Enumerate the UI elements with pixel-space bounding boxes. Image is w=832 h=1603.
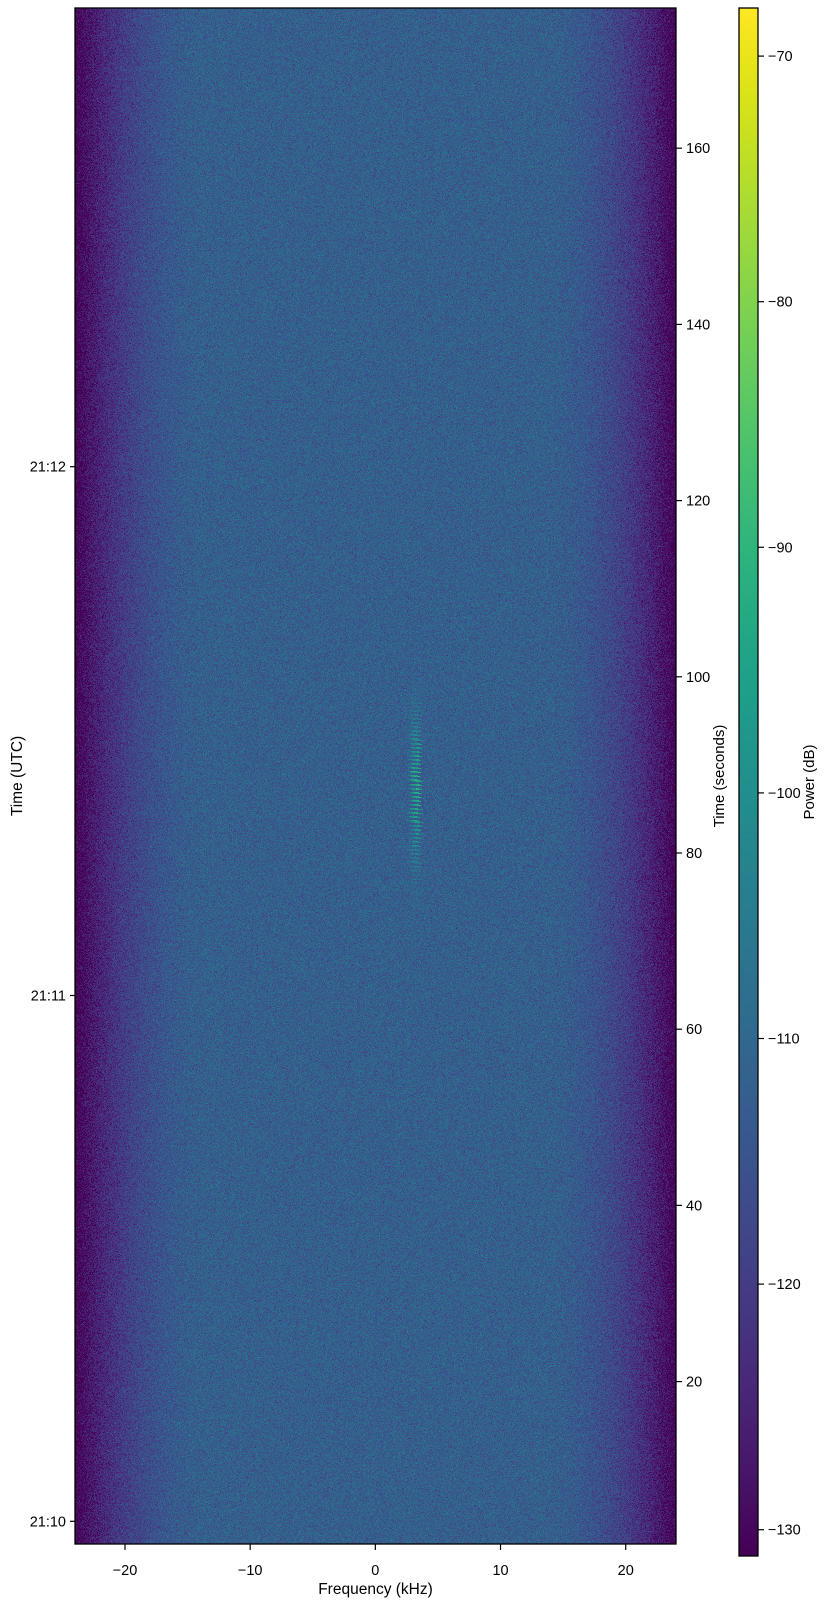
svg-text:−80: −80 [768,295,793,311]
svg-text:140: 140 [686,317,710,333]
svg-text:−100: −100 [768,786,801,802]
svg-text:60: 60 [686,1022,702,1038]
svg-text:20: 20 [686,1375,702,1391]
svg-text:−10: −10 [238,1563,263,1579]
svg-text:−90: −90 [768,540,793,556]
svg-text:10: 10 [492,1563,508,1579]
svg-text:−130: −130 [768,1523,801,1539]
svg-text:120: 120 [686,494,710,510]
svg-text:−20: −20 [113,1563,138,1579]
svg-text:Time (UTC): Time (UTC) [9,736,26,816]
svg-text:100: 100 [686,670,710,686]
svg-text:21:12: 21:12 [30,460,66,476]
svg-text:−120: −120 [768,1277,801,1293]
svg-text:20: 20 [618,1563,634,1579]
svg-text:Time (seconds): Time (seconds) [711,725,728,828]
svg-text:Frequency (kHz): Frequency (kHz) [318,1581,433,1598]
svg-text:21:11: 21:11 [31,989,66,1005]
svg-text:40: 40 [686,1198,702,1214]
svg-text:21:10: 21:10 [30,1514,66,1530]
svg-text:80: 80 [686,846,702,862]
svg-text:0: 0 [371,1563,379,1579]
svg-text:−110: −110 [768,1032,800,1048]
svg-text:Power (dB): Power (dB) [801,744,818,819]
svg-text:−70: −70 [768,49,793,65]
svg-text:160: 160 [686,141,710,157]
